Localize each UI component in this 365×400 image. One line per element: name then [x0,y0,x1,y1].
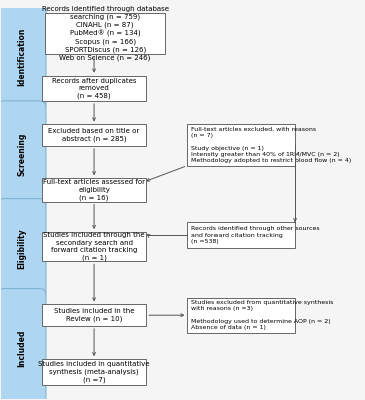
Text: Eligibility: Eligibility [18,228,27,269]
Text: Records identified through database
searching (n = 759)
CINAHL (n = 87)
PubMed® : Records identified through database sear… [42,6,169,61]
Text: Identification: Identification [18,28,27,86]
Text: Studies excluded from quantitative synthesis
with reasons (n =3)

Methodology us: Studies excluded from quantitative synth… [191,300,333,330]
FancyBboxPatch shape [188,298,295,333]
Text: Excluded based on title or
abstract (n = 285): Excluded based on title or abstract (n =… [49,128,140,142]
Text: Included: Included [18,330,27,367]
FancyBboxPatch shape [42,304,146,326]
FancyBboxPatch shape [42,359,146,385]
Text: Records after duplicates
removed
(n = 458): Records after duplicates removed (n = 45… [52,78,136,99]
Text: Full-text articles excluded, with reasons
(n = 7)

Study objective (n = 1)
Inten: Full-text articles excluded, with reason… [191,127,351,163]
Text: Records identified through other sources
and forward citation tracking
(n =538): Records identified through other sources… [191,226,319,244]
Text: Studies included in quantitative
synthesis (meta-analysis)
(n =7): Studies included in quantitative synthes… [38,361,150,383]
Text: Screening: Screening [18,133,27,176]
Text: Studies included in the
Review (n = 10): Studies included in the Review (n = 10) [54,308,134,322]
FancyBboxPatch shape [0,288,46,400]
Text: Studies included through the
secondary search and
forward citation tracking
(n =: Studies included through the secondary s… [43,232,145,261]
FancyBboxPatch shape [42,124,146,146]
FancyBboxPatch shape [0,3,46,111]
FancyBboxPatch shape [42,76,146,101]
FancyBboxPatch shape [188,124,295,166]
Text: Full-text articles assessed for
eligibility
(n = 16): Full-text articles assessed for eligibil… [43,179,145,201]
FancyBboxPatch shape [188,222,295,248]
FancyBboxPatch shape [45,13,165,54]
FancyBboxPatch shape [42,178,146,202]
FancyBboxPatch shape [42,232,146,262]
FancyBboxPatch shape [0,199,46,299]
FancyBboxPatch shape [0,101,46,209]
